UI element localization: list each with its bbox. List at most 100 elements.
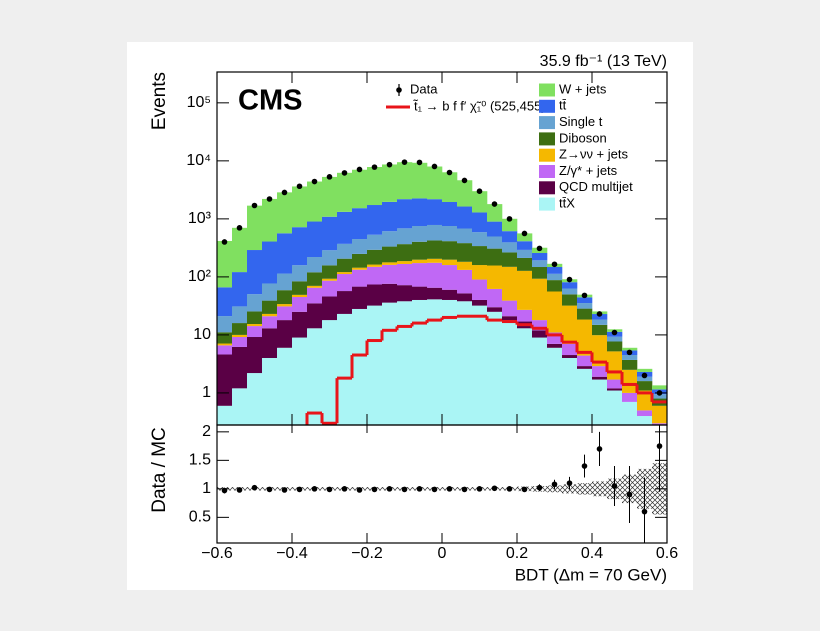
ratio-point xyxy=(401,486,408,493)
histogram-bar xyxy=(547,267,563,274)
histogram-bar xyxy=(232,337,248,347)
histogram-bar xyxy=(547,280,563,292)
ratio-point xyxy=(491,485,498,492)
histogram-bar xyxy=(502,266,518,301)
histogram-bar xyxy=(592,366,608,377)
histogram-bar xyxy=(487,288,503,308)
histogram-bar xyxy=(352,208,368,240)
histogram-bar xyxy=(637,368,653,372)
histogram-bar xyxy=(367,266,383,285)
histogram-bar xyxy=(382,164,398,202)
histogram-bar xyxy=(292,186,308,228)
legend-label: Diboson xyxy=(559,130,607,145)
histogram-bar xyxy=(562,343,578,356)
histogram-bar xyxy=(592,324,608,336)
histogram-bar xyxy=(322,265,338,279)
legend-label: Z/γ* + jets xyxy=(559,163,618,178)
histogram-bar xyxy=(232,272,248,307)
histogram-bar xyxy=(457,206,473,229)
ratio-point xyxy=(506,486,513,492)
histogram-bar xyxy=(337,243,353,259)
histogram-bar xyxy=(427,299,443,425)
histogram-bar xyxy=(547,343,563,348)
ratio-point xyxy=(326,486,333,493)
histogram-bar xyxy=(367,305,383,425)
histogram-bar xyxy=(292,311,308,338)
legend-swatch xyxy=(539,116,555,130)
histogram-bar xyxy=(367,264,383,267)
histogram-bar xyxy=(652,385,667,390)
legend-label: QCD multijet xyxy=(559,179,633,194)
ratio-y-tick-label: 0.5 xyxy=(189,509,211,526)
histogram-bar xyxy=(292,294,308,298)
data-point xyxy=(581,292,588,299)
histogram-bar xyxy=(337,313,353,425)
histogram-bar xyxy=(322,250,338,266)
histogram-bar xyxy=(292,297,308,312)
histogram-bar xyxy=(367,234,383,250)
histogram-bar xyxy=(637,416,653,425)
histogram-bar xyxy=(457,243,473,262)
histogram-bar xyxy=(352,267,368,270)
ratio-point xyxy=(251,484,258,491)
histogram-bar xyxy=(352,308,368,425)
histogram-bar xyxy=(607,388,623,391)
histogram-bar xyxy=(277,347,293,425)
histogram-bar xyxy=(397,285,413,302)
histogram-bar xyxy=(517,249,533,258)
histogram-bar xyxy=(262,198,278,242)
histogram-bar xyxy=(637,376,653,382)
histogram-bar xyxy=(622,355,638,360)
data-point xyxy=(221,239,228,245)
histogram-bar xyxy=(577,319,593,356)
ratio-point xyxy=(476,486,483,492)
histogram-bar xyxy=(562,288,578,295)
histogram-bar xyxy=(607,341,623,352)
histogram-bar xyxy=(217,354,233,406)
data-point xyxy=(326,174,333,180)
histogram-bar xyxy=(232,227,248,273)
histogram-bar xyxy=(562,294,578,306)
ratio-point xyxy=(356,487,363,493)
data-point xyxy=(431,163,438,170)
histogram-bar xyxy=(367,284,383,306)
histogram-bar xyxy=(562,282,578,289)
histogram-bar xyxy=(397,244,413,262)
histogram-bar xyxy=(532,320,548,331)
histogram-bar xyxy=(502,300,518,317)
data-point xyxy=(476,188,483,194)
histogram-bar xyxy=(337,272,353,275)
data-point xyxy=(371,164,378,170)
histogram-bar xyxy=(442,202,458,227)
ratio-y-tick-label: 2 xyxy=(202,423,211,440)
legend-label: t̃₁ → b f f′ χ̃₁⁰ (525,455) xyxy=(413,98,546,113)
histogram-bar xyxy=(427,287,443,300)
histogram-bar xyxy=(412,299,428,425)
histogram-bar xyxy=(412,259,428,264)
data-point xyxy=(281,189,288,196)
ratio-point xyxy=(581,463,588,469)
y-tick-label: 10 xyxy=(193,326,211,343)
histogram-bar xyxy=(592,335,608,367)
legend-label: Z→νν + jets xyxy=(559,147,628,162)
data-point xyxy=(626,349,633,356)
histogram-bar xyxy=(307,303,323,329)
histogram-bar xyxy=(292,227,308,266)
legend-swatch xyxy=(539,197,555,211)
histogram-bar xyxy=(547,347,563,425)
legend-swatch xyxy=(539,181,555,195)
histogram-bar xyxy=(622,347,638,351)
histogram-bar xyxy=(247,294,263,312)
histogram-bar xyxy=(457,293,473,302)
histogram-bar xyxy=(232,388,248,425)
histogram-bar xyxy=(412,241,428,260)
histogram-bar xyxy=(262,283,278,301)
histogram-bar xyxy=(547,273,563,281)
histogram-bar xyxy=(532,337,548,425)
legend-label: Data xyxy=(410,81,438,96)
histogram-bar xyxy=(442,289,458,300)
histogram-bar xyxy=(397,301,413,425)
histogram-bar xyxy=(382,302,398,425)
